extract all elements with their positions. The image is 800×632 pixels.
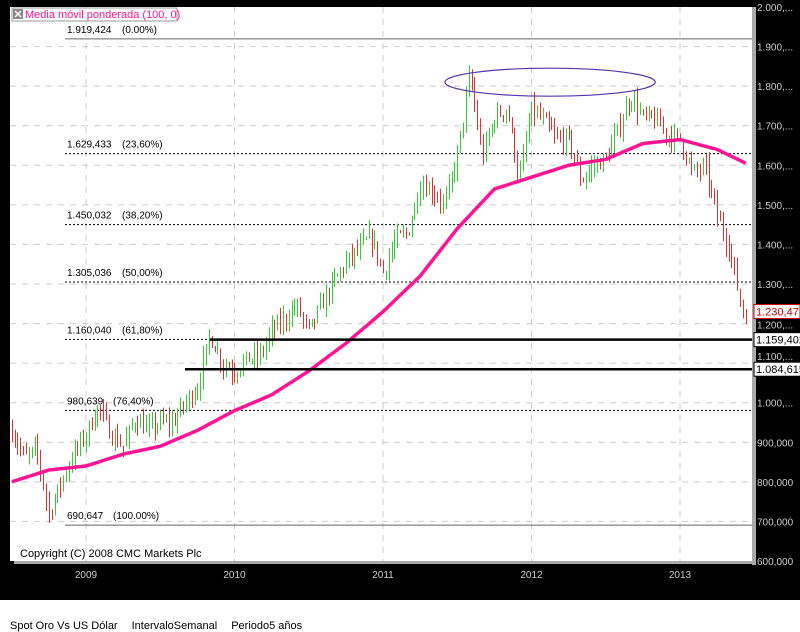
y-tick-label: 1.900,... [757,43,793,54]
fib-level-price: 690,647 [67,511,104,522]
y-tick-label: 1.800,... [757,82,793,93]
bottom-shadow [14,561,756,564]
fib-level-pct: (50,00%) [122,268,163,279]
support-price-box [753,361,800,377]
y-tick-label: 1.700,... [757,122,793,133]
x-tick-label: 2012 [520,570,543,581]
fib-level-price: 980,639 [67,396,104,407]
y-tick-label: 1.100,... [757,352,793,363]
annotation-ellipse [444,67,656,97]
interval-label: IntervaloSemanal [131,620,218,632]
indicator-label: Media móvil ponderada (100, 0) [25,9,180,21]
y-tick-label: 2.000,... [757,3,793,14]
y-tick-label: 900,000 [757,438,794,449]
indicator-label-box [11,7,178,22]
fib-level-price: 1.919,424 [67,25,112,36]
fib-level-pct: (38,20%) [122,211,163,222]
period-label: Periodo5 años [231,620,303,632]
price-chart[interactable]: 2.000,... 1.900,... 1.800,... 1.700,... 1.60… [0,0,800,600]
chart-footer: Spot Oro Vs US Dólar IntervaloSemanal Peri… [10,608,316,632]
fib-level-pct: (61,80%) [122,325,163,336]
x-tick-label: 2013 [669,570,692,581]
fib-level-pct: (100.00%) [113,511,159,522]
fib-level-price: 1.305,036 [67,268,112,279]
instrument-label: Spot Oro Vs US Dólar [10,620,118,632]
copyright-text: Copyright (C) 2008 CMC Markets Plc [20,548,202,560]
fib-level-pct: (0.00%) [122,25,157,36]
support-price-box [753,332,800,348]
x-tick-label: 2010 [223,570,246,581]
y-tick-label: 1.200,... [757,321,793,332]
support-price-label: 1.159,402 [756,335,800,347]
y-tick-label: 1.500,... [757,201,793,212]
fib-level-price: 1.160,040 [67,325,112,336]
weighted-moving-average-line [11,137,747,484]
y-tick-label: 800,000 [757,478,794,489]
y-tick-label: 1.300,... [757,280,793,291]
fib-level-pct: (23,60%) [122,140,163,151]
y-tick-label: 1.600,... [757,161,793,172]
fib-level-price: 1.629,433 [67,140,112,151]
last-price-label: 1.230,47 [756,307,799,319]
y-tick-label: 1.400,... [757,240,793,251]
axis-separator [752,7,756,565]
support-price-label: 1.084,615 [756,364,800,376]
x-tick-label: 2011 [372,570,394,581]
fib-level-price: 1.450,032 [67,211,112,222]
y-tick-label: 1.000,... [757,399,793,410]
x-tick-label: 2009 [75,570,98,581]
last-price-box [753,304,800,320]
y-tick-label: 600,000 [757,557,794,568]
close-icon-glyph [14,10,22,18]
y-tick-label: 700,000 [757,517,794,528]
fib-level-pct: (76,40%) [113,396,154,407]
